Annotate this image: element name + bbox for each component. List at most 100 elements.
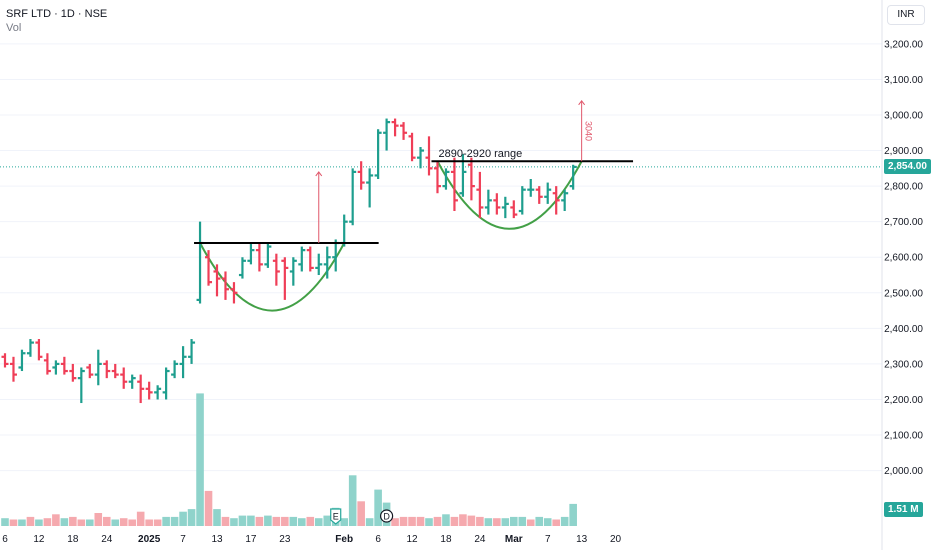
volume-bar [408, 516, 416, 526]
volume-bar [510, 516, 518, 526]
volume-bar [340, 518, 348, 526]
volume-bar [162, 516, 170, 526]
volume-bar [94, 513, 103, 526]
price-tick-label: 2,200.00 [884, 395, 923, 406]
volume-bar [204, 490, 213, 526]
volume-bar [467, 515, 476, 526]
price-tick-label: 2,100.00 [884, 431, 923, 442]
price-tick-label: 3,200.00 [884, 39, 923, 50]
volume-bar [170, 516, 179, 526]
ohlc-bar [569, 164, 577, 190]
arrow-head [315, 171, 323, 177]
ohlc-bar [9, 356, 17, 382]
event-letter: D [383, 512, 390, 522]
volume-bars [1, 393, 577, 526]
volume-bar [43, 518, 52, 526]
target-arrows: 3040 [315, 99, 594, 244]
time-tick-label: 12 [406, 534, 418, 545]
volume-bar [552, 519, 560, 526]
ohlc-bar [425, 136, 433, 176]
volume-bar [128, 519, 136, 526]
ohlc-bar [510, 200, 518, 219]
volume-bar [247, 515, 255, 526]
volume-bar [399, 516, 408, 526]
price-tick-label: 2,500.00 [884, 288, 923, 299]
last-price-tag: 2,854.00 [884, 159, 931, 175]
ohlc-bar [221, 271, 229, 300]
volume-bar [1, 518, 9, 526]
ohlc-bar [349, 168, 357, 226]
chart-header: SRF LTD · 1D · NSE Vol [6, 7, 107, 35]
time-tick-label: 20 [610, 534, 622, 545]
volume-bar [493, 518, 501, 526]
ohlc-bar [213, 264, 221, 297]
volume-bar [179, 511, 187, 526]
ohlc-bar [450, 157, 458, 212]
symbol-title[interactable]: SRF LTD · 1D · NSE [6, 8, 108, 20]
ohlc-bar [179, 346, 187, 379]
volume-bar [501, 518, 510, 526]
ohlc-bar [60, 356, 68, 375]
ohlc-bar [408, 132, 416, 162]
ohlc-bar [433, 161, 441, 194]
volume-bar [357, 501, 365, 526]
volume-bar [18, 519, 26, 526]
time-tick-label: Mar [505, 534, 523, 545]
volume-bar [314, 518, 323, 526]
volume-bar [77, 519, 86, 526]
ohlc-bar [374, 129, 382, 180]
volume-bar [526, 519, 535, 526]
ohlc-bar [171, 360, 179, 379]
ohlc-bar [417, 147, 425, 169]
volume-bar [450, 516, 459, 526]
time-tick-label: 23 [279, 534, 291, 545]
volume-bar [111, 519, 120, 526]
ohlc-bar [289, 257, 297, 286]
price-tick-label: 2,700.00 [884, 217, 923, 228]
time-tick-label: Feb [335, 534, 353, 545]
volume-bar [52, 514, 60, 526]
time-tick-label: 18 [440, 534, 452, 545]
time-tick-label: 18 [67, 534, 79, 545]
volume-bar [569, 503, 577, 526]
ohlc-bar [561, 189, 569, 212]
volume-bar [136, 511, 145, 526]
currency-button[interactable]: INR [887, 5, 925, 25]
ohlc-bar [230, 282, 238, 304]
ohlc-bar [154, 385, 162, 400]
volume-bar [442, 514, 450, 526]
price-axis[interactable]: 3,200.00 3,100.00 3,000.00 2,900.00 2,800.00… [884, 39, 923, 477]
volume-bar [476, 516, 484, 526]
volume-bar [196, 393, 204, 526]
price-tick-label: 2,400.00 [884, 324, 923, 335]
volume-tag: 1.51 M [884, 501, 923, 517]
dividend-icon [380, 509, 394, 523]
ohlc-bar [544, 182, 552, 204]
volume-bar [518, 516, 527, 526]
ohlc-bar [103, 360, 111, 379]
volume-bar [102, 516, 111, 526]
ohlc-bar [501, 196, 509, 219]
ohlc-bar [120, 367, 128, 389]
price-tick-label: 3,000.00 [884, 111, 923, 122]
time-tick-label: 7 [180, 534, 186, 545]
ohlc-bar [535, 186, 543, 204]
target-label: 3040 [584, 121, 594, 141]
ohlc-bar [340, 214, 348, 247]
ohlc-bar [518, 186, 526, 215]
time-tick-label: 13 [211, 534, 223, 545]
volume-bar [119, 518, 128, 526]
ohlc-bar [366, 168, 374, 208]
volume-bar [543, 518, 552, 526]
ohlc-bar [26, 339, 34, 357]
time-tick-label: 6 [2, 534, 8, 545]
time-axis[interactable]: 6 12 18 24 2025 7 13 17 23 Feb 6 12 18 24 Mar 7 13 20 [2, 534, 621, 545]
volume-bar [323, 515, 332, 526]
event-marker-e[interactable]: E [330, 508, 342, 525]
ohlc-bar [52, 360, 60, 375]
ohlc-bar [467, 157, 475, 201]
range-annotation: 2890-2920 range [438, 148, 522, 160]
event-marker-d[interactable]: D [380, 509, 394, 523]
